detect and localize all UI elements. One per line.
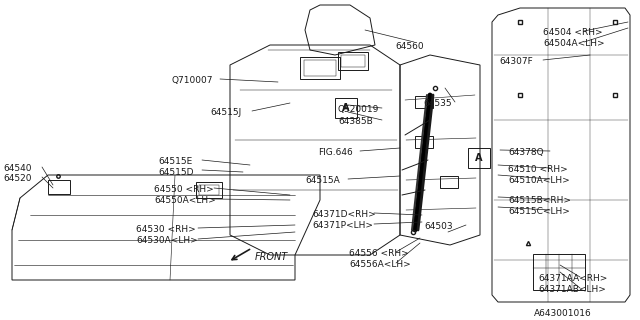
Text: 64515D: 64515D	[158, 168, 193, 177]
Bar	[300, 57, 340, 79]
Text: Q520019: Q520019	[338, 105, 380, 114]
Text: 64560: 64560	[395, 42, 424, 51]
Text: 64378Q: 64378Q	[508, 148, 543, 157]
Text: A: A	[342, 103, 349, 113]
Text: 64556 <RH>: 64556 <RH>	[349, 249, 409, 258]
Text: Q710007: Q710007	[172, 76, 214, 85]
Text: FRONT: FRONT	[255, 252, 288, 262]
Bar	[335, 98, 357, 118]
Text: 64510 <RH>: 64510 <RH>	[508, 165, 568, 174]
Text: 64515J: 64515J	[210, 108, 241, 117]
Text: 64556A<LH>: 64556A<LH>	[349, 260, 411, 269]
Text: 64530A<LH>: 64530A<LH>	[136, 236, 198, 245]
Text: 64540: 64540	[3, 164, 31, 173]
Text: 64504A<LH>: 64504A<LH>	[543, 39, 605, 48]
Bar	[415, 136, 433, 148]
Text: 64371AB<LH>: 64371AB<LH>	[538, 285, 606, 294]
Text: 64307F: 64307F	[499, 57, 532, 66]
Text: 64503: 64503	[424, 222, 452, 231]
Text: 64530 <RH>: 64530 <RH>	[136, 225, 196, 234]
Bar	[48, 180, 70, 194]
Bar	[341, 55, 365, 67]
Bar	[533, 254, 585, 290]
Text: 64515A: 64515A	[305, 176, 340, 185]
Text: A: A	[476, 153, 483, 163]
Bar	[199, 185, 219, 195]
Text: 64371D<RH>: 64371D<RH>	[312, 210, 376, 219]
Bar	[415, 96, 433, 108]
Text: 64515C<LH>: 64515C<LH>	[508, 207, 570, 216]
Text: 64550 <RH>: 64550 <RH>	[154, 185, 214, 194]
Text: 64520: 64520	[3, 174, 31, 183]
Text: 64535: 64535	[423, 99, 452, 108]
Text: 64504 <RH>: 64504 <RH>	[543, 28, 603, 37]
Bar	[196, 182, 222, 198]
Bar	[338, 52, 368, 70]
Text: 64515E: 64515E	[158, 157, 192, 166]
Text: 64515B<RH>: 64515B<RH>	[508, 196, 571, 205]
Text: FIG.646: FIG.646	[318, 148, 353, 157]
Bar	[440, 176, 458, 188]
Bar	[468, 148, 490, 168]
Text: A643001016: A643001016	[534, 309, 592, 318]
Text: 64510A<LH>: 64510A<LH>	[508, 176, 570, 185]
Text: 64385B: 64385B	[338, 117, 372, 126]
Bar	[304, 60, 336, 76]
Text: 64371AA<RH>: 64371AA<RH>	[538, 274, 607, 283]
Text: 64371P<LH>: 64371P<LH>	[312, 221, 373, 230]
Text: 64550A<LH>: 64550A<LH>	[154, 196, 216, 205]
